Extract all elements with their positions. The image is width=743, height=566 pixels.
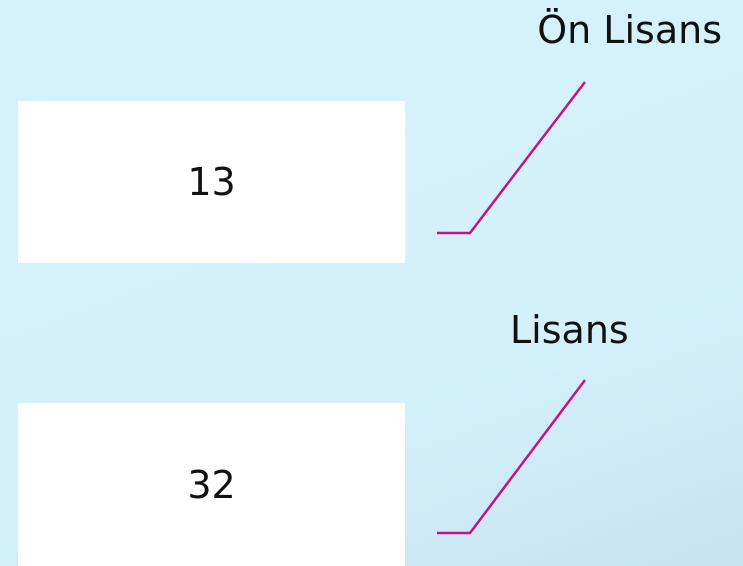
value-box: 13: [18, 101, 405, 263]
callout-label: Ön Lisans: [537, 8, 722, 52]
value-box: 32: [18, 403, 405, 566]
callout-line: [437, 379, 586, 535]
value-text: 13: [187, 160, 236, 204]
callout-line: [437, 81, 586, 235]
value-text: 32: [187, 462, 236, 507]
callout-label: Lisans: [510, 308, 629, 352]
